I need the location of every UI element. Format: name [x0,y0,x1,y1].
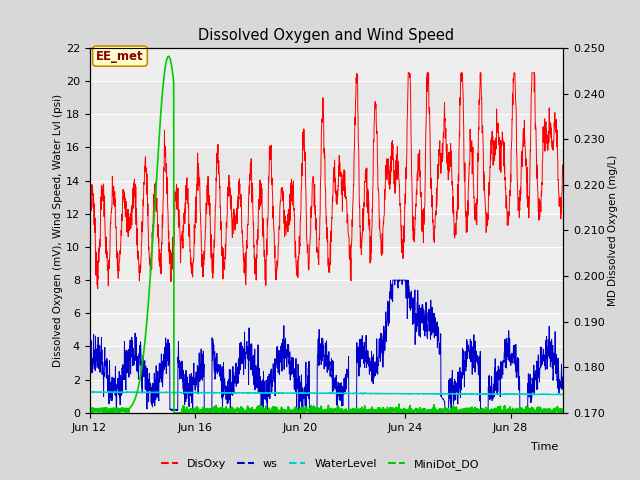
Bar [90,247,563,280]
X-axis label: Time: Time [531,442,558,452]
Bar [90,313,563,347]
Y-axis label: Dissolved Oxygen (mV), Wind Speed, Water Lvl (psi): Dissolved Oxygen (mV), Wind Speed, Water… [53,94,63,367]
Legend: DisOxy, ws, WaterLevel, MiniDot_DO: DisOxy, ws, WaterLevel, MiniDot_DO [157,455,483,474]
Y-axis label: MD Dissolved Oxygen (mg/L): MD Dissolved Oxygen (mg/L) [607,155,618,306]
Bar [90,48,563,81]
Text: EE_met: EE_met [96,49,144,62]
Bar [90,180,563,214]
Title: Dissolved Oxygen and Wind Speed: Dissolved Oxygen and Wind Speed [198,28,454,43]
Bar [90,114,563,147]
Bar [90,380,563,413]
